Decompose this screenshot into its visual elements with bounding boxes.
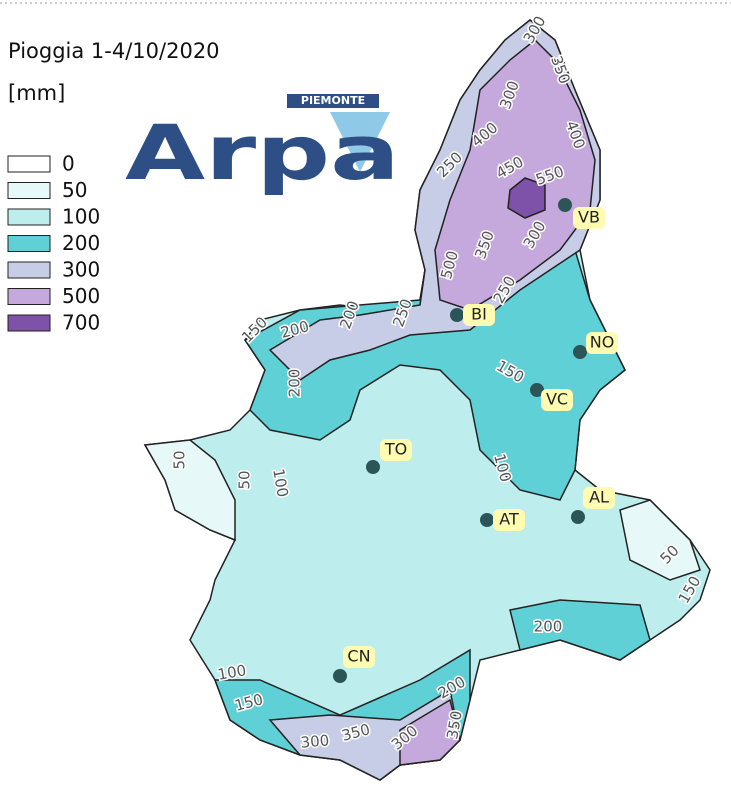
contour-label: 50	[236, 470, 254, 489]
logo-banner	[287, 94, 379, 108]
city-label-bg	[343, 646, 375, 668]
legend-label: 0	[62, 152, 75, 176]
logo-name: Arpa	[125, 108, 400, 197]
map-title: Pioggia 1-4/10/2020	[8, 39, 220, 63]
city-label-bg	[541, 389, 573, 411]
region-500	[434, 38, 596, 311]
city-label-bg	[380, 439, 412, 461]
region-700	[507, 177, 546, 219]
city-label: TO	[384, 440, 407, 459]
city-label: NO	[590, 333, 615, 352]
contour-label: 50	[171, 450, 189, 469]
city-dot	[450, 308, 464, 322]
city-dot	[573, 345, 587, 359]
city-dot	[571, 510, 585, 524]
legend-swatch	[7, 235, 51, 252]
city-dot	[558, 198, 572, 212]
city-label: VC	[546, 390, 568, 409]
unit-label: [mm]	[8, 81, 65, 105]
city-label-bg	[493, 509, 525, 531]
city-dot	[480, 513, 494, 527]
city-label-bg	[573, 207, 605, 229]
region-500-south	[399, 698, 461, 766]
logo: PIEMONTE Arpa	[125, 94, 400, 197]
legend-swatch	[7, 288, 51, 305]
city-label-bg	[586, 332, 618, 354]
legend-label: 300	[62, 258, 100, 282]
legend-label: 100	[62, 205, 100, 229]
contour-label: 200	[534, 618, 563, 636]
city-label: BI	[471, 305, 487, 324]
region-200-south	[509, 599, 651, 661]
region-50-east	[619, 499, 701, 581]
legend-swatch	[7, 155, 51, 173]
legend-label: 50	[62, 178, 87, 202]
city-dot	[530, 383, 544, 397]
legend-swatch	[7, 314, 51, 332]
city-label-bg	[583, 487, 615, 509]
legend-swatch	[7, 182, 51, 199]
region-50-west	[143, 439, 236, 542]
contour-label: 350	[443, 709, 466, 740]
city-label-bg	[463, 304, 495, 326]
legend-swatch	[7, 208, 51, 226]
legend-swatch	[7, 261, 51, 279]
city-dot	[333, 669, 347, 683]
logo-region: PIEMONTE	[301, 94, 365, 107]
legend-label: 500	[62, 284, 100, 308]
city-label: AT	[499, 510, 519, 529]
logo-triangle	[330, 112, 390, 172]
city-label: VB	[578, 208, 600, 227]
contour-label: 300	[300, 731, 330, 751]
contour-label: 200	[286, 369, 304, 398]
city-dot	[366, 460, 380, 474]
city-label: CN	[347, 647, 370, 666]
legend-label: 700	[62, 311, 100, 335]
legend-label: 200	[62, 231, 100, 255]
city-label: AL	[589, 488, 609, 507]
cities: TO AT AL CN BI VB NO VC	[333, 198, 618, 683]
